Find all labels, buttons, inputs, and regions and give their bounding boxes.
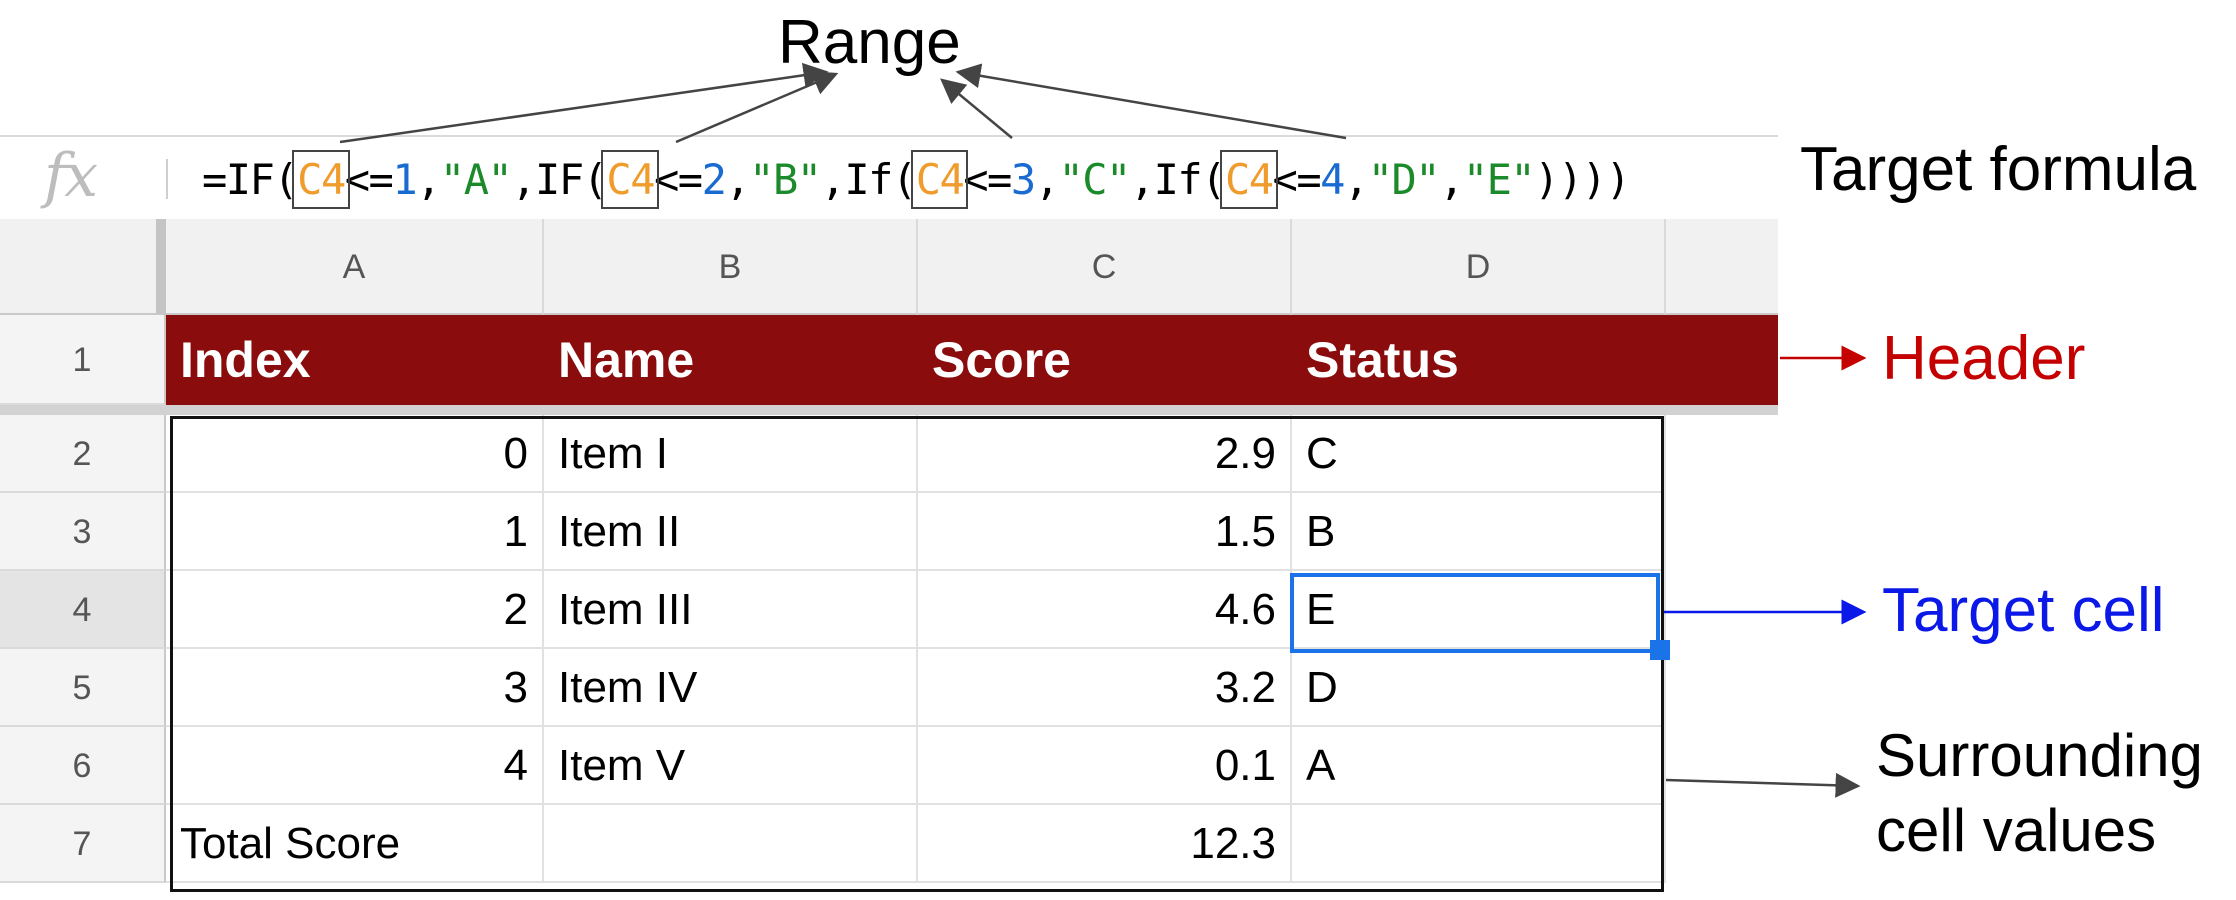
formula-number: 3: [1010, 155, 1036, 204]
formula-cell-reference: C4: [910, 150, 969, 209]
spreadsheet-grid: A B C D 1 2 3 4 5 6 7 Index Name Score S…: [0, 219, 1778, 900]
row-header-2[interactable]: 2: [0, 415, 166, 493]
header-cell-index[interactable]: Index: [180, 332, 311, 388]
cell-d5[interactable]: D: [1292, 649, 1666, 727]
formula-operator: ,: [1439, 155, 1464, 204]
formula-operator: ,If(: [820, 155, 918, 204]
cell-b7[interactable]: [544, 805, 918, 883]
formula-operator: ,: [725, 155, 750, 204]
row-header-1[interactable]: 1: [0, 315, 166, 405]
cell-a2[interactable]: 0: [166, 415, 544, 493]
cell-b5[interactable]: Item IV: [544, 649, 918, 727]
header-cell-score[interactable]: Score: [932, 332, 1071, 388]
cell-a6[interactable]: 4: [166, 727, 544, 805]
cell-c6[interactable]: 0.1: [918, 727, 1292, 805]
formula-string: "A": [439, 155, 513, 204]
formula-string: "C": [1058, 155, 1131, 204]
cell-c5[interactable]: 3.2: [918, 649, 1292, 727]
header-cell-status[interactable]: Status: [1306, 332, 1459, 388]
formula-operator: ,: [1343, 155, 1369, 204]
formula-string: "B": [749, 155, 822, 204]
row-header-3[interactable]: 3: [0, 493, 166, 571]
formula-operator: <=: [963, 155, 1012, 204]
row-header-7[interactable]: 7: [0, 805, 166, 883]
range-arrow-3: [940, 78, 1013, 139]
cell-b3[interactable]: Item II: [544, 493, 918, 571]
formula-operator: ,: [1034, 155, 1060, 204]
formula-operator: <=: [654, 155, 703, 204]
formula-number: 2: [701, 155, 727, 204]
formula-number: 4: [1320, 155, 1345, 204]
formula-number: 1: [392, 155, 417, 204]
cell-c4[interactable]: 4.6: [918, 571, 1292, 649]
surrounding-values-label: Surrounding cell values: [1876, 718, 2203, 868]
formula-operator: ,If(: [1129, 155, 1227, 204]
formula-operator: ,: [416, 155, 441, 204]
header-cell-name[interactable]: Name: [558, 332, 695, 388]
row-header-6[interactable]: 6: [0, 727, 166, 805]
range-arrow-2: [675, 71, 839, 144]
cell-d4[interactable]: E: [1292, 571, 1666, 649]
row-header-4[interactable]: 4: [0, 571, 166, 649]
cell-d3[interactable]: B: [1292, 493, 1666, 571]
frozen-row-divider[interactable]: [0, 405, 1778, 415]
cell-d2[interactable]: C: [1292, 415, 1666, 493]
column-header-d[interactable]: D: [1292, 219, 1666, 315]
fill-handle[interactable]: [1650, 640, 1670, 660]
cell-c3[interactable]: 1.5: [918, 493, 1292, 571]
cell-d6[interactable]: A: [1292, 727, 1666, 805]
formula-string: "E": [1462, 155, 1536, 204]
cell-a5[interactable]: 3: [166, 649, 544, 727]
column-header-c[interactable]: C: [918, 219, 1292, 315]
formula-cell-reference: C4: [1219, 150, 1278, 209]
fx-icon: fx: [44, 141, 98, 211]
formula-text[interactable]: =IF(C4<=1,"A",IF(C4<=2,"B",If(C4<=3,"C",…: [202, 150, 1631, 209]
cell-a7[interactable]: Total Score: [166, 805, 544, 883]
cell-b4[interactable]: Item III: [544, 571, 918, 649]
surrounding-values-label-line2: cell values: [1876, 797, 2157, 864]
cell-a4[interactable]: 2: [166, 571, 544, 649]
formula-string: "D": [1367, 155, 1441, 204]
cell-d7[interactable]: [1292, 805, 1666, 883]
formula-operator: <=: [1272, 155, 1322, 204]
select-all-corner[interactable]: [0, 219, 166, 315]
formula-bar-separator: [166, 159, 168, 199]
formula-bar[interactable]: fx =IF(C4<=1,"A",IF(C4<=2,"B",If(C4<=3,"…: [0, 135, 1778, 221]
range-arrow-4: [955, 63, 1347, 140]
cell-c2[interactable]: 2.9: [918, 415, 1292, 493]
surrounding-values-label-line1: Surrounding: [1876, 722, 2203, 789]
range-label: Range: [778, 8, 961, 77]
cell-c7[interactable]: 12.3: [918, 805, 1292, 883]
column-header-b[interactable]: B: [544, 219, 918, 315]
cell-a3[interactable]: 1: [166, 493, 544, 571]
range-arrow-1: [339, 62, 829, 144]
formula-operator: =IF(: [202, 155, 299, 204]
formula-operator: )))): [1534, 155, 1631, 204]
target-cell-label: Target cell: [1882, 576, 2165, 645]
cell-b2[interactable]: Item I: [544, 415, 918, 493]
header-row: Index Name Score Status: [166, 315, 1778, 405]
column-header-e[interactable]: [1666, 219, 1778, 315]
header-label: Header: [1882, 324, 2086, 393]
column-header-a[interactable]: A: [166, 219, 544, 315]
formula-cell-reference: C4: [292, 150, 350, 209]
formula-operator: ,IF(: [511, 155, 608, 204]
target-formula-label: Target formula: [1800, 135, 2197, 204]
row-header-5[interactable]: 5: [0, 649, 166, 727]
formula-operator: <=: [344, 155, 394, 204]
formula-cell-reference: C4: [601, 150, 659, 209]
cell-b6[interactable]: Item V: [544, 727, 918, 805]
